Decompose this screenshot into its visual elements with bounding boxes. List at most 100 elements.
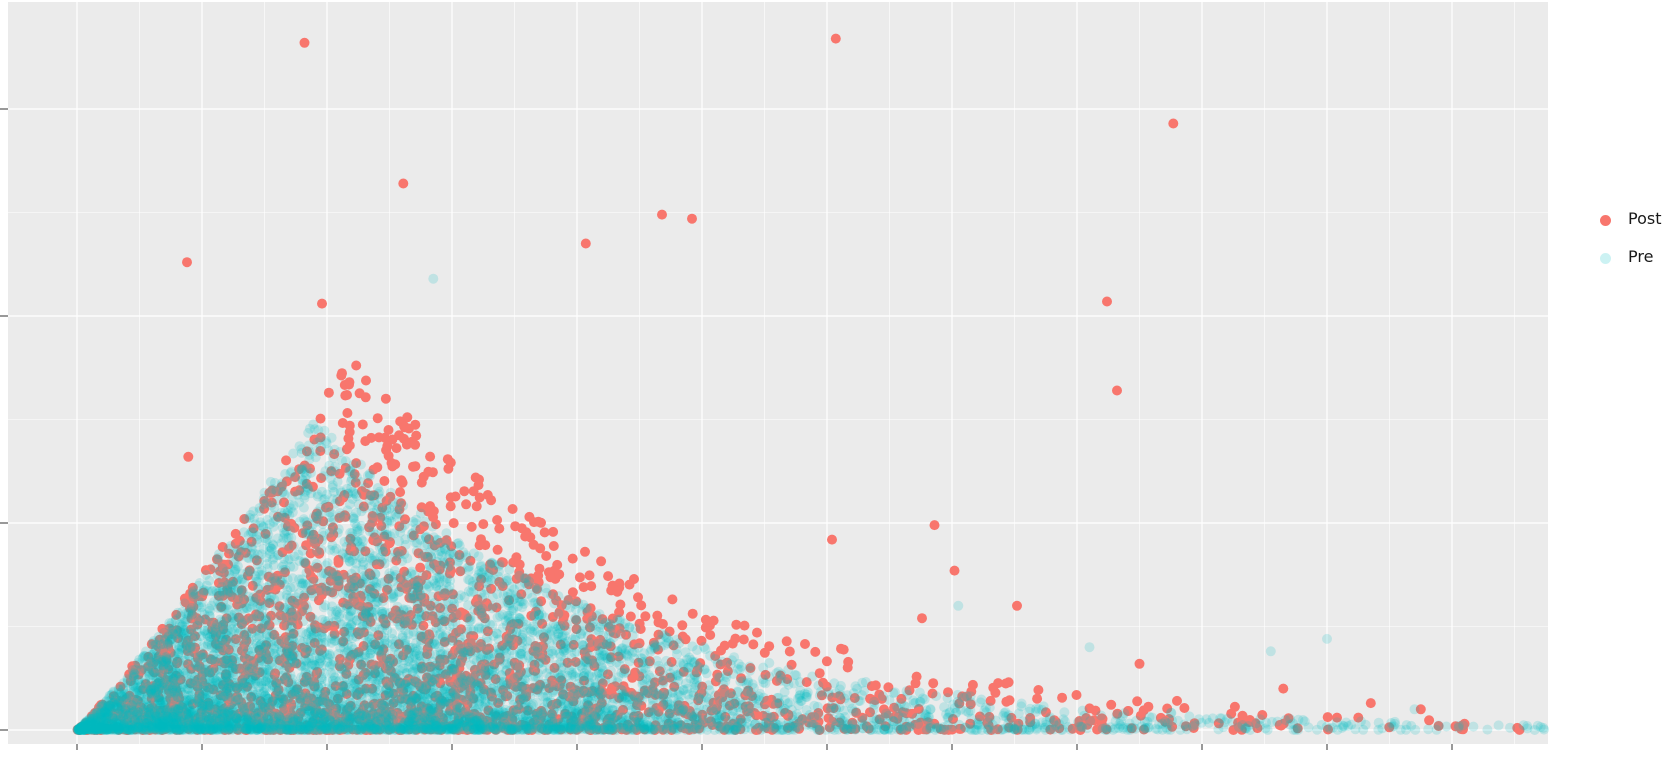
data-point (351, 360, 362, 371)
data-point (640, 611, 651, 622)
data-point (618, 704, 628, 715)
data-point (667, 594, 678, 605)
data-point (567, 553, 578, 564)
data-point (842, 662, 853, 673)
data-point (528, 539, 539, 550)
data-point (838, 644, 849, 655)
data-point (494, 523, 505, 534)
data-point (507, 504, 518, 514)
data-point (536, 517, 546, 528)
data-point (1139, 724, 1149, 735)
data-point (386, 458, 397, 468)
data-point (830, 33, 841, 44)
data-point (580, 546, 590, 557)
data-point (316, 473, 327, 484)
data-point (748, 639, 759, 650)
data-point (247, 580, 258, 591)
data-point (342, 390, 352, 400)
data-point (383, 573, 394, 584)
data-point (586, 581, 597, 592)
data-point (625, 611, 636, 622)
data-point (810, 646, 821, 657)
data-point (687, 213, 697, 224)
data-point (230, 538, 241, 549)
data-point (256, 623, 266, 634)
data-point (398, 178, 409, 189)
data-point (1032, 693, 1043, 704)
data-point (784, 646, 795, 657)
data-point (300, 558, 311, 569)
data-point (416, 477, 427, 488)
data-point (733, 687, 743, 698)
data-point (650, 689, 661, 700)
data-point (410, 439, 421, 450)
data-point (335, 654, 345, 664)
data-point (330, 681, 341, 692)
data-point (315, 413, 326, 424)
data-point (1102, 296, 1112, 307)
data-point (363, 478, 374, 489)
data-point (1071, 690, 1082, 700)
data-point (246, 536, 257, 547)
data-point (1384, 722, 1395, 733)
data-point (1180, 721, 1191, 732)
data-point (471, 501, 482, 512)
data-point (376, 521, 387, 531)
data-point (287, 573, 298, 584)
data-point (288, 541, 299, 551)
data-point (1360, 719, 1371, 730)
data-point (342, 408, 353, 418)
data-point (394, 430, 405, 441)
axis-ticks (0, 108, 1453, 750)
data-point (1012, 600, 1022, 611)
data-point (349, 546, 360, 557)
data-point (579, 675, 589, 686)
data-point (825, 705, 836, 716)
data-point (948, 714, 958, 724)
data-point (554, 569, 565, 580)
data-point (298, 502, 309, 513)
data-point (624, 579, 635, 590)
data-point (901, 686, 912, 697)
data-point (366, 659, 377, 670)
data-point (745, 663, 756, 673)
data-point (468, 486, 479, 497)
data-point (325, 517, 336, 528)
data-point (965, 718, 976, 729)
data-point (1172, 695, 1182, 706)
data-point (465, 555, 476, 566)
data-point (574, 572, 585, 583)
data-point (388, 698, 399, 709)
data-point (671, 649, 682, 660)
data-point (1134, 658, 1145, 669)
data-point (266, 497, 277, 508)
data-point (411, 430, 422, 441)
data-point (478, 519, 489, 530)
data-point (1179, 703, 1190, 713)
data-point (418, 521, 429, 532)
data-point (492, 544, 503, 555)
data-point (391, 443, 402, 454)
data-point (1468, 721, 1479, 732)
data-point (294, 485, 305, 496)
data-point (553, 608, 564, 619)
data-point (470, 472, 481, 483)
data-point (425, 451, 436, 462)
data-point (323, 387, 334, 398)
data-point (643, 707, 654, 718)
data-point (516, 523, 527, 534)
data-point (596, 556, 607, 567)
data-point (372, 413, 383, 424)
data-point (383, 425, 394, 435)
data-point (612, 586, 623, 597)
data-point (336, 370, 347, 381)
data-point (288, 628, 299, 639)
data-point (461, 499, 472, 510)
data-point (381, 445, 392, 456)
data-point (657, 209, 667, 220)
data-point (459, 486, 470, 497)
data-point (1057, 692, 1068, 703)
data-point (514, 559, 525, 570)
data-point (1033, 685, 1044, 695)
